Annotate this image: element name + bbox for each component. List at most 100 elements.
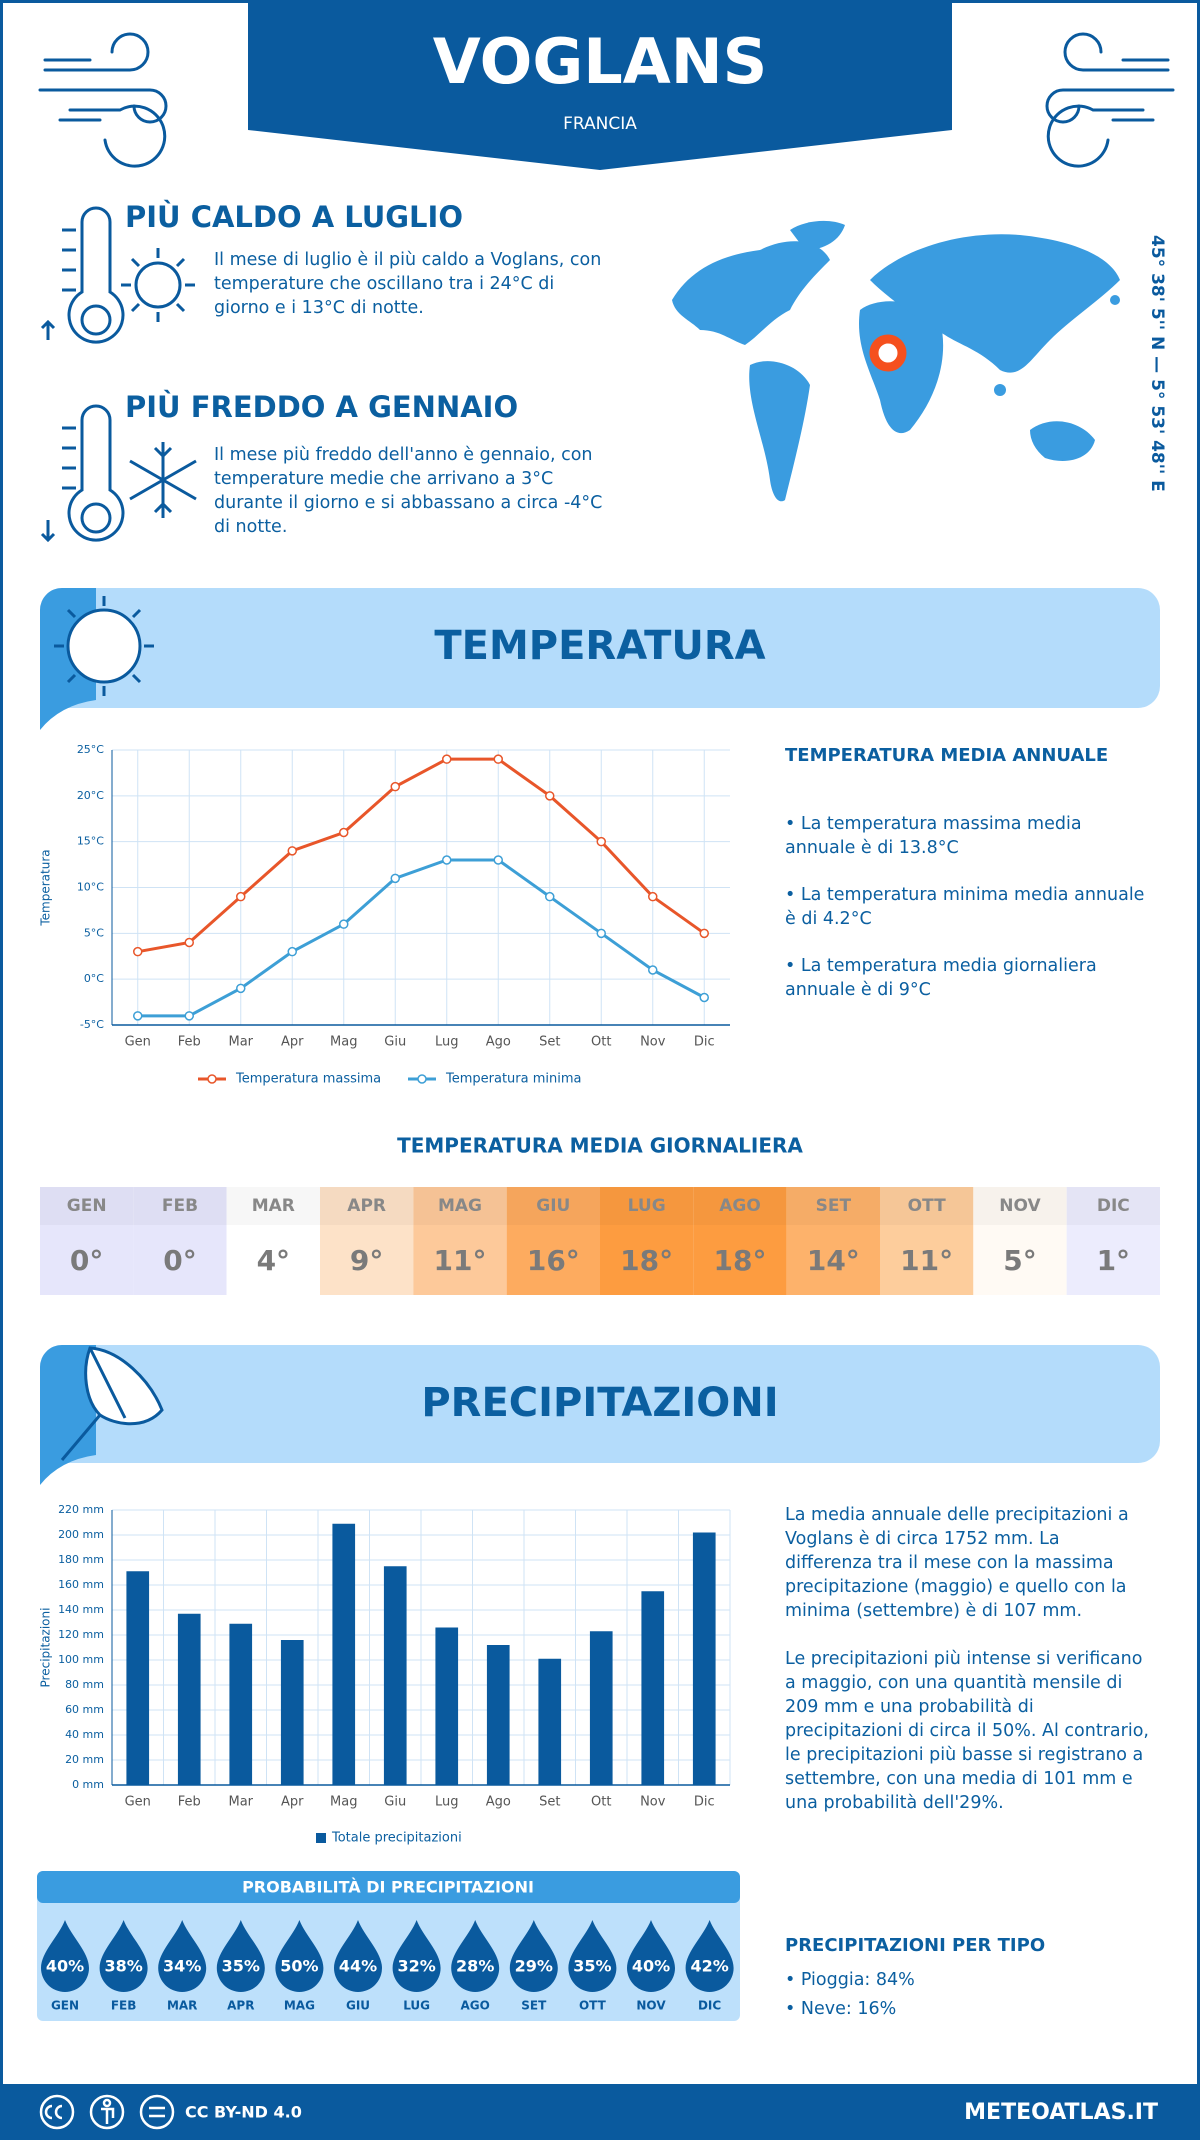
temperature-value: 5° bbox=[1003, 1244, 1036, 1277]
table-value-cell bbox=[693, 1225, 787, 1295]
coordinates: 45° 38' 5'' N — 5° 53' 48'' E bbox=[1147, 235, 1167, 492]
point bbox=[648, 891, 658, 902]
probability-month: LUG bbox=[403, 1999, 430, 2013]
probability-value: 29% bbox=[515, 1957, 553, 1976]
y-axis-label: Precipitazioni bbox=[39, 1608, 53, 1688]
rain-drop bbox=[275, 1920, 324, 1992]
x-tick-label: Gen bbox=[125, 1035, 151, 1050]
rain-drop bbox=[392, 1920, 441, 1992]
probability-month: GIU bbox=[346, 1999, 370, 2013]
point bbox=[133, 1011, 143, 1021]
cold-text: Il mese più freddo dell'anno è gennaio, … bbox=[214, 445, 603, 537]
table-value-cell bbox=[973, 1225, 1067, 1295]
point bbox=[236, 983, 246, 994]
probability-value: 42% bbox=[690, 1957, 728, 1976]
banner-corner bbox=[40, 1345, 96, 1485]
month-label: OTT bbox=[908, 1196, 946, 1216]
probability-value: 38% bbox=[104, 1957, 142, 1976]
bar bbox=[332, 1523, 356, 1785]
point bbox=[596, 928, 606, 939]
month-label: SET bbox=[816, 1196, 852, 1216]
table-header-cell bbox=[786, 1187, 880, 1225]
world-map bbox=[672, 220, 1120, 502]
temperature-value: 0° bbox=[163, 1244, 196, 1277]
y-tick-label: 80 mm bbox=[65, 1678, 104, 1691]
x-tick-label: Lug bbox=[435, 1035, 459, 1050]
rain-drop bbox=[568, 1920, 617, 1992]
x-tick-label: Ago bbox=[486, 1035, 511, 1050]
bar bbox=[486, 1645, 510, 1785]
table-header-cell bbox=[506, 1187, 600, 1225]
probability-header bbox=[37, 1871, 740, 1903]
table-header-cell bbox=[40, 1187, 134, 1225]
bar bbox=[280, 1640, 304, 1785]
rain-drop bbox=[685, 1920, 734, 1992]
y-tick-label: 20 mm bbox=[65, 1753, 104, 1766]
x-tick-label: Ago bbox=[486, 1795, 511, 1810]
point bbox=[133, 946, 143, 957]
country: FRANCIA bbox=[563, 114, 637, 134]
table-value-cell bbox=[413, 1225, 507, 1295]
temperature-value: 4° bbox=[257, 1244, 290, 1277]
y-tick-label: 60 mm bbox=[65, 1703, 104, 1716]
rain-drop bbox=[158, 1920, 207, 1992]
bar bbox=[538, 1658, 562, 1785]
annual-item: La temperatura massima media annuale è d… bbox=[785, 812, 1145, 860]
x-tick-label: Dic bbox=[694, 1795, 715, 1810]
point bbox=[390, 781, 400, 792]
probability-month: MAG bbox=[284, 1999, 315, 2013]
thermometer-warm-icon bbox=[40, 206, 195, 344]
location-marker bbox=[869, 334, 907, 372]
table-title: TEMPERATURA MEDIA GIORNALIERA bbox=[397, 1134, 803, 1158]
rain-drop bbox=[451, 1920, 500, 1992]
legend-point bbox=[207, 1074, 217, 1084]
x-tick-label: Feb bbox=[178, 1795, 201, 1810]
table-header-cell bbox=[133, 1187, 227, 1225]
table-header-cell bbox=[413, 1187, 507, 1225]
table-header-cell bbox=[693, 1187, 787, 1225]
table-value-cell bbox=[786, 1225, 880, 1295]
table-header-cell bbox=[320, 1187, 414, 1225]
site: METEOATLAS.IT bbox=[964, 2100, 1158, 2125]
point bbox=[184, 1011, 194, 1021]
rain-drop bbox=[627, 1920, 675, 1992]
warm-text: Il mese di luglio è il più caldo a Vogla… bbox=[214, 250, 602, 318]
annual-item: La temperatura media giornaliera annuale… bbox=[785, 954, 1145, 1002]
point bbox=[390, 873, 400, 884]
point bbox=[648, 965, 658, 975]
legend-label: Temperatura massima bbox=[235, 1072, 381, 1087]
y-tick-label: 140 mm bbox=[58, 1603, 104, 1616]
probability-month: SET bbox=[521, 1999, 547, 2013]
probability-value: 35% bbox=[222, 1957, 260, 1976]
y-tick-label: 20°C bbox=[77, 789, 104, 802]
x-tick-label: Gen bbox=[125, 1795, 151, 1810]
probability-month: AGO bbox=[461, 1999, 490, 2013]
x-tick-label: Nov bbox=[640, 1035, 666, 1050]
probability-month: NOV bbox=[636, 1999, 666, 2013]
x-tick-label: Giu bbox=[384, 1035, 406, 1050]
warm-title: PIÙ CALDO A LUGLIO bbox=[125, 200, 463, 234]
series-line bbox=[137, 858, 705, 1018]
table-value-cell bbox=[133, 1225, 227, 1295]
table-value-cell bbox=[1066, 1225, 1160, 1295]
bar bbox=[589, 1631, 613, 1785]
x-tick-label: Mar bbox=[228, 1795, 253, 1810]
table-header-cell bbox=[973, 1187, 1067, 1225]
point bbox=[236, 891, 246, 902]
type-item: Pioggia: 84% bbox=[785, 1968, 915, 1992]
umbrella-icon bbox=[60, 1346, 164, 1461]
x-tick-label: Ott bbox=[591, 1035, 611, 1050]
x-tick-label: Apr bbox=[281, 1035, 304, 1050]
y-axis-label: Temperatura bbox=[39, 849, 53, 926]
bar bbox=[692, 1532, 716, 1785]
cold-title: PIÙ FREDDO A GENNAIO bbox=[125, 390, 519, 424]
x-tick-label: Mar bbox=[228, 1035, 253, 1050]
probability-month: FEB bbox=[111, 1999, 137, 2013]
point bbox=[442, 855, 452, 865]
bar bbox=[435, 1627, 459, 1785]
footer-bar bbox=[0, 2084, 1200, 2140]
sun-icon bbox=[54, 596, 154, 696]
series-line bbox=[137, 757, 706, 954]
probability-value: 40% bbox=[46, 1957, 84, 1976]
